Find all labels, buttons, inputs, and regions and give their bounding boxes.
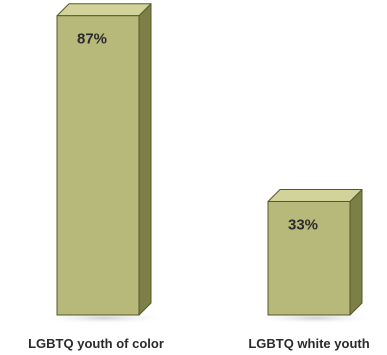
value-label: 33% bbox=[288, 216, 318, 233]
bar-front-face bbox=[267, 200, 351, 316]
category-labels-group: LGBTQ youth of color LGBTQ white youth bbox=[28, 336, 370, 351]
value-label: 87% bbox=[77, 31, 107, 48]
bar-top-face bbox=[267, 188, 363, 202]
bar-1 bbox=[56, 3, 152, 316]
bars-group bbox=[56, 3, 363, 316]
bar-side-face bbox=[138, 3, 152, 316]
category-label: LGBTQ youth of color bbox=[28, 336, 164, 351]
value-labels-group: 87% 33% bbox=[77, 31, 318, 234]
bar-2 bbox=[267, 188, 363, 316]
bar-front-face bbox=[56, 15, 140, 316]
category-label: LGBTQ white youth bbox=[248, 336, 369, 351]
bar-top-face bbox=[56, 3, 152, 17]
bar-side-face bbox=[349, 188, 363, 316]
